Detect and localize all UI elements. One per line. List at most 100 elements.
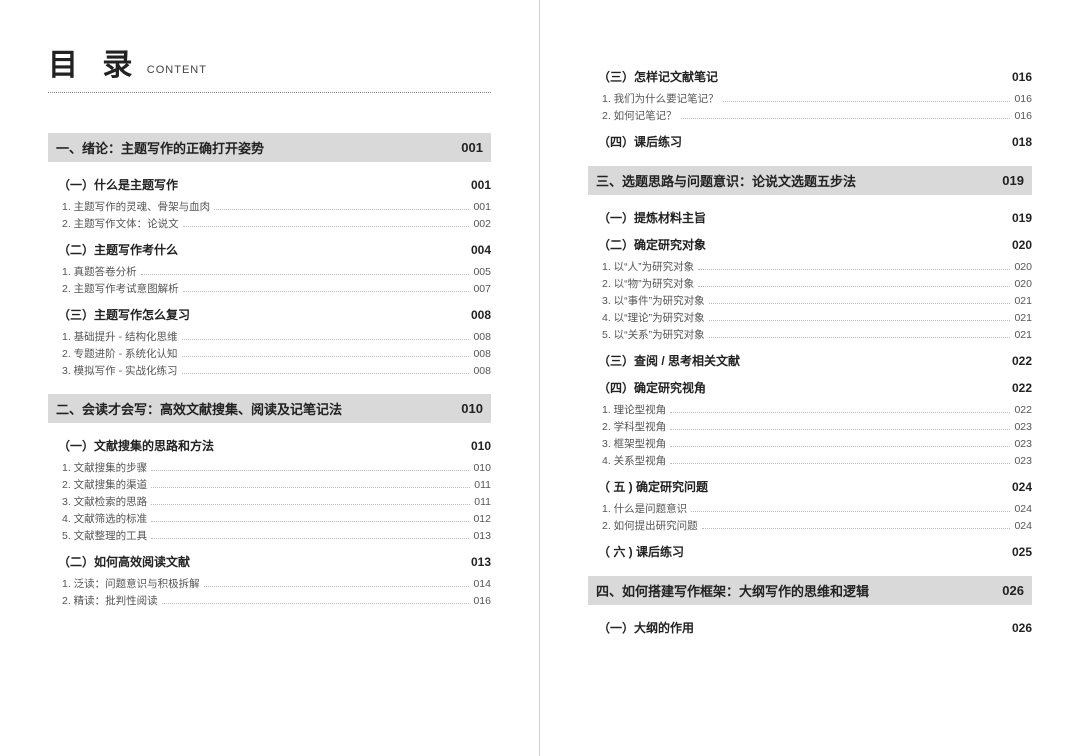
item-title: 1. 理论型视角 (602, 402, 666, 417)
toc-chapter: 四、如何搭建写作框架：大纲写作的思维和逻辑 026 (588, 576, 1032, 605)
item-page: 024 (1014, 520, 1032, 532)
item-page: 024 (1014, 503, 1032, 515)
left-page: 目 录 CONTENT 一、绪论：主题写作的正确打开姿势 001 （一）什么是主… (0, 0, 540, 756)
item-title: 4. 关系型视角 (602, 453, 666, 468)
toc-title-sub: CONTENT (147, 64, 207, 76)
item-title: 2. 主题写作考试意图解析 (62, 281, 179, 296)
item-page: 007 (473, 283, 491, 295)
chapter-title: 四、如何搭建写作框架：大纲写作的思维和逻辑 (596, 581, 869, 600)
toc-item: 1. 基础提升 - 结构化思维 008 (62, 329, 491, 344)
item-title: 1. 什么是问题意识 (602, 501, 687, 516)
dot-leader (691, 511, 1010, 512)
toc-item: 3. 以“事件”为研究对象 021 (602, 293, 1032, 308)
toc-chapter: 一、绪论：主题写作的正确打开姿势 001 (48, 133, 491, 162)
dot-leader (182, 373, 470, 374)
item-page: 008 (473, 348, 491, 360)
dot-leader (670, 463, 1010, 464)
item-title: 2. 文献搜集的渠道 (62, 477, 147, 492)
toc-item: 3. 模拟写作 - 实战化练习 008 (62, 363, 491, 378)
dot-leader (141, 274, 470, 275)
item-title: 2. 主题写作文体：论说文 (62, 216, 179, 231)
section-page: 022 (1012, 354, 1032, 368)
dot-leader (151, 521, 469, 522)
section-title: （三）主题写作怎么复习 (58, 306, 190, 323)
left-content: 一、绪论：主题写作的正确打开姿势 001 （一）什么是主题写作 001 1. 主… (48, 133, 491, 608)
toc-item: 4. 关系型视角 023 (602, 453, 1032, 468)
item-title: 1. 基础提升 - 结构化思维 (62, 329, 178, 344)
item-title: 2. 以“物”为研究对象 (602, 276, 694, 291)
toc-item: 2. 如何提出研究问题 024 (602, 518, 1032, 533)
toc-section: （二）确定研究对象 020 (598, 236, 1032, 253)
dot-leader (698, 286, 1010, 287)
section-page: 008 (471, 308, 491, 322)
toc-item: 1. 真题答卷分析 005 (62, 264, 491, 279)
dot-leader (151, 504, 470, 505)
toc-item: 5. 以“关系”为研究对象 021 (602, 327, 1032, 342)
section-title: （三）怎样记文献笔记 (598, 68, 718, 85)
item-title: 2. 学科型视角 (602, 419, 666, 434)
item-title: 1. 以“人”为研究对象 (602, 259, 694, 274)
dot-leader (162, 603, 470, 604)
item-page: 020 (1014, 261, 1032, 273)
dot-leader (709, 303, 1011, 304)
item-page: 012 (473, 513, 491, 525)
section-title: （一）大纲的作用 (598, 619, 694, 636)
dot-leader (151, 538, 469, 539)
chapter-page: 001 (461, 140, 483, 155)
section-title: （二）如何高效阅读文献 (58, 553, 190, 570)
section-title: （一）什么是主题写作 (58, 176, 178, 193)
section-page: 001 (471, 178, 491, 192)
section-page: 019 (1012, 211, 1032, 225)
item-title: 3. 模拟写作 - 实战化练习 (62, 363, 178, 378)
item-page: 008 (473, 331, 491, 343)
item-title: 1. 泛读：问题意识与积极拆解 (62, 576, 200, 591)
dot-leader (151, 487, 470, 488)
toc-section: （一）什么是主题写作 001 (58, 176, 491, 193)
toc-item: 4. 文献筛选的标准 012 (62, 511, 491, 526)
toc-item: 2. 以“物”为研究对象 020 (602, 276, 1032, 291)
section-page: 016 (1012, 70, 1032, 84)
dot-leader (182, 356, 470, 357)
section-title: （二）主题写作考什么 (58, 241, 178, 258)
section-title: （ 五 ) 确定研究问题 (598, 478, 708, 495)
toc-item: 1. 理论型视角 022 (602, 402, 1032, 417)
toc-section: （一）大纲的作用 026 (598, 619, 1032, 636)
chapter-page: 026 (1002, 583, 1024, 598)
item-page: 011 (474, 479, 491, 491)
toc-item: 1. 以“人”为研究对象 020 (602, 259, 1032, 274)
item-title: 4. 文献筛选的标准 (62, 511, 147, 526)
item-title: 2. 如何记笔记？ (602, 108, 677, 123)
toc-item: 2. 学科型视角 023 (602, 419, 1032, 434)
chapter-page: 010 (461, 401, 483, 416)
toc-section: （四）课后练习 018 (598, 133, 1032, 150)
item-page: 021 (1014, 312, 1032, 324)
item-title: 5. 以“关系”为研究对象 (602, 327, 705, 342)
toc-section: （ 五 ) 确定研究问题 024 (598, 478, 1032, 495)
page-spread: 目 录 CONTENT 一、绪论：主题写作的正确打开姿势 001 （一）什么是主… (0, 0, 1080, 756)
dot-leader (670, 429, 1010, 430)
toc-item: 1. 什么是问题意识 024 (602, 501, 1032, 516)
dot-leader (183, 291, 470, 292)
section-page: 018 (1012, 135, 1032, 149)
section-page: 020 (1012, 238, 1032, 252)
section-page: 026 (1012, 621, 1032, 635)
chapter-title: 一、绪论：主题写作的正确打开姿势 (56, 138, 264, 157)
item-page: 023 (1014, 421, 1032, 433)
item-title: 1. 我们为什么要记笔记？ (602, 91, 719, 106)
dot-leader (182, 339, 470, 340)
toc-item: 3. 框架型视角 023 (602, 436, 1032, 451)
toc-item: 1. 文献搜集的步骤 010 (62, 460, 491, 475)
toc-item: 2. 主题写作文体：论说文 002 (62, 216, 491, 231)
right-page: （三）怎样记文献笔记 016 1. 我们为什么要记笔记？ 016 2. 如何记笔… (540, 0, 1080, 756)
section-page: 004 (471, 243, 491, 257)
toc-item: 3. 文献检索的思路 011 (62, 494, 491, 509)
section-title: （ 六 ) 课后练习 (598, 543, 684, 560)
item-page: 008 (473, 365, 491, 377)
toc-section: （三）主题写作怎么复习 008 (58, 306, 491, 323)
toc-title-main: 目 录 (48, 49, 140, 82)
item-page: 021 (1014, 329, 1032, 341)
item-page: 001 (473, 201, 491, 213)
section-title: （二）确定研究对象 (598, 236, 706, 253)
section-title: （四）确定研究视角 (598, 379, 706, 396)
toc-item: 2. 主题写作考试意图解析 007 (62, 281, 491, 296)
